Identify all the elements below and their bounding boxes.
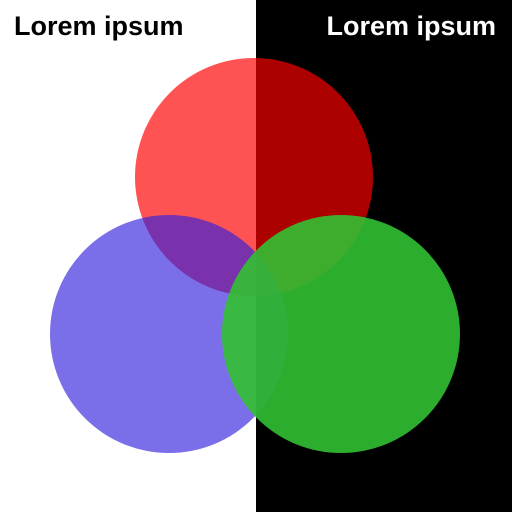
left-label: Lorem ipsum	[14, 11, 184, 41]
blue-circle	[50, 215, 288, 453]
right-label: Lorem ipsum	[326, 11, 496, 41]
green-circle	[222, 215, 460, 453]
